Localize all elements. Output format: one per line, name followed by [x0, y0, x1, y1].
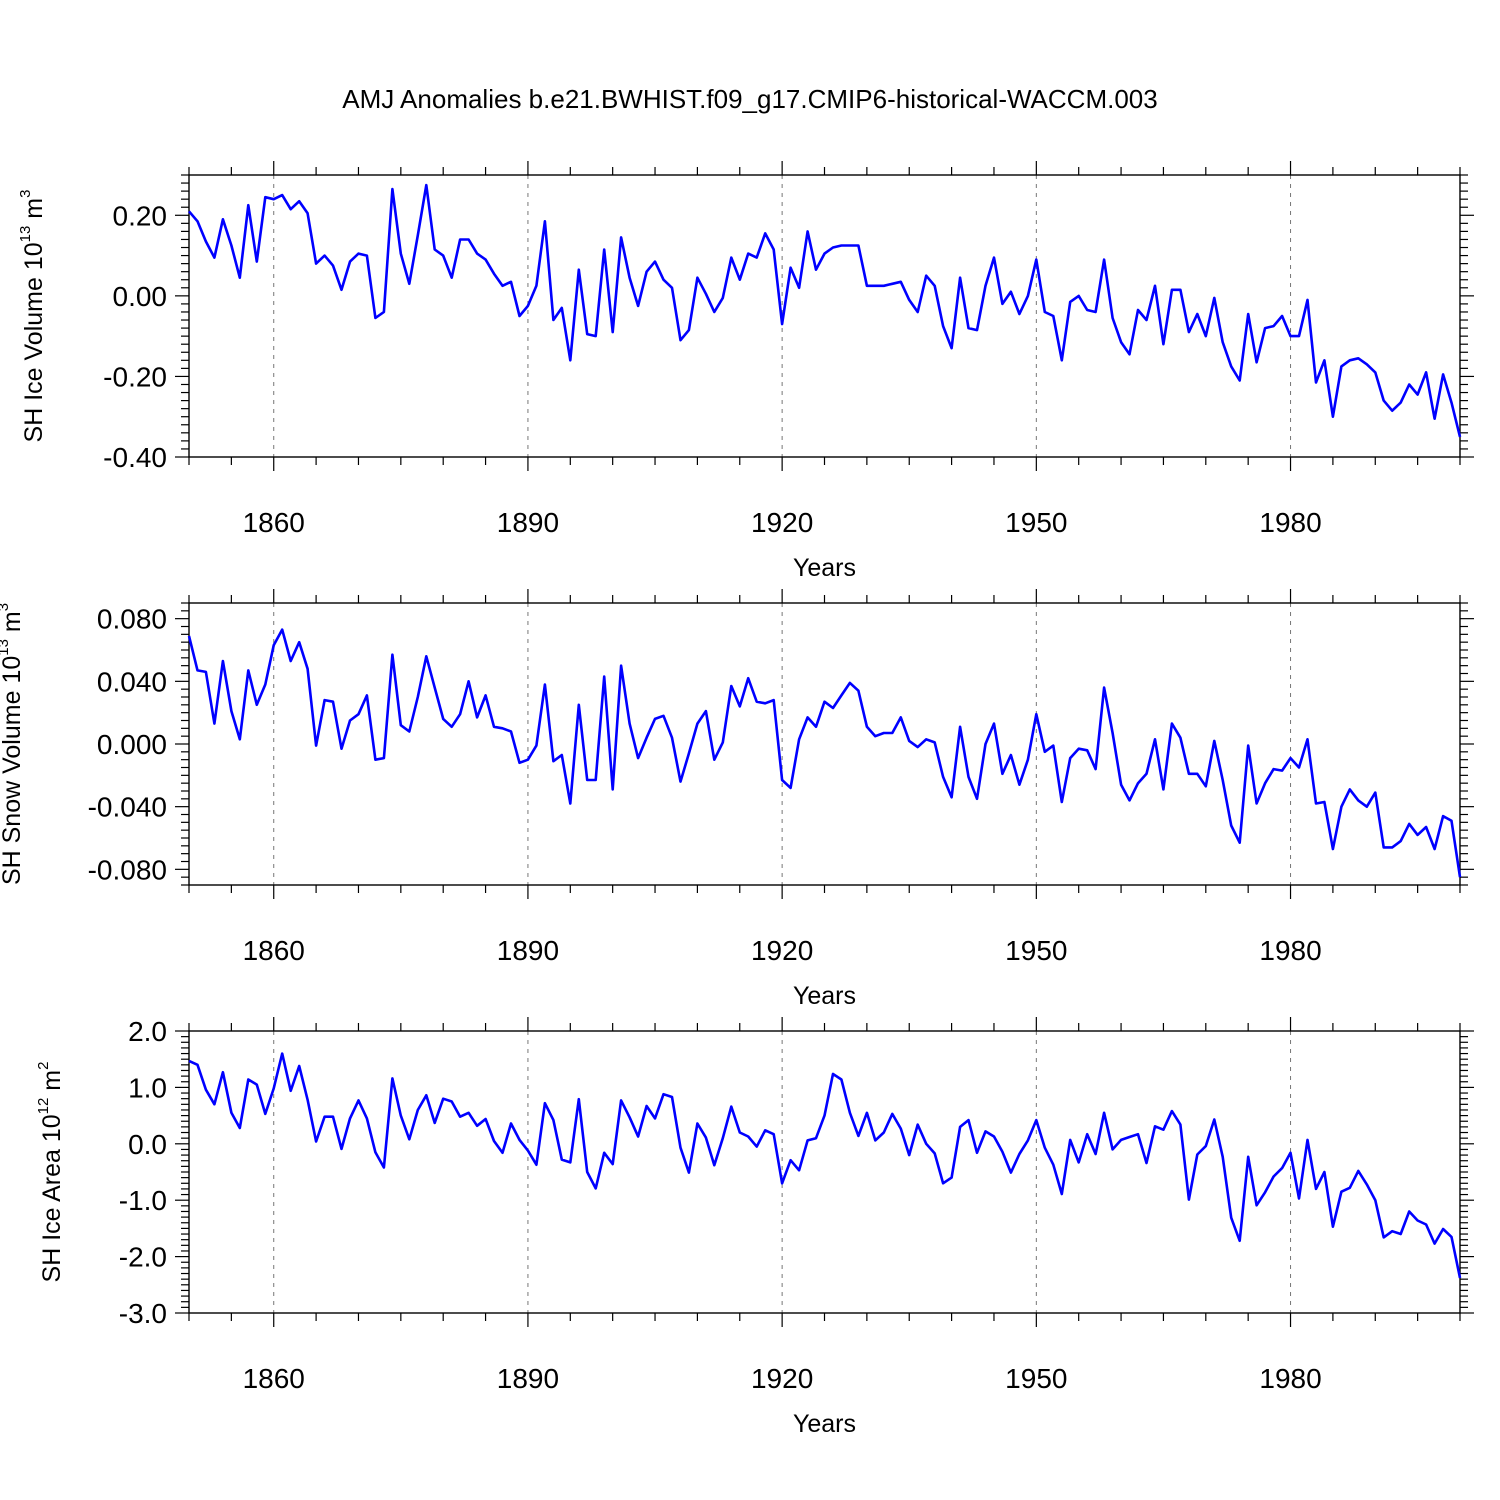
y-tick-label: 0.20: [113, 200, 168, 231]
panel-ice-area: -3.0 -2.0 -1.0 0.0 1.0 2.0 1860 1890 1920 1950 198…: [35, 1016, 1474, 1438]
series-line: [187, 628, 1462, 878]
y-tick-label: 0.040: [97, 666, 167, 697]
x-axis-title: Years: [793, 982, 856, 1010]
y-tick-label: -0.080: [88, 854, 167, 885]
x-tick-label: 1890: [497, 935, 559, 966]
plot-frame: [188, 602, 1461, 886]
y-tick-label: -0.20: [103, 361, 167, 392]
x-tick-label: 1860: [243, 935, 305, 966]
x-tick-label: 1920: [751, 935, 813, 966]
y-tick-label: 0.080: [97, 604, 167, 635]
y-tick-label: -0.40: [103, 442, 167, 473]
y-axis-title: SH Ice Volume 1013 m3: [17, 190, 48, 443]
series-line: [188, 1052, 1462, 1279]
x-tick-label: 1950: [1005, 507, 1067, 538]
y-tick-label: 2.0: [128, 1016, 167, 1047]
x-tick-label: 1920: [751, 507, 813, 538]
x-axis-title: Years: [793, 554, 856, 582]
x-axis-title: Years: [793, 1410, 856, 1438]
y-tick-label: 0.000: [97, 729, 167, 760]
y-tick-label: -2.0: [119, 1242, 167, 1273]
y-tick-label: -3.0: [119, 1298, 167, 1329]
x-tick-label: 1950: [1005, 935, 1067, 966]
y-tick-label: -1.0: [119, 1185, 167, 1216]
x-tick-label: 1890: [497, 507, 559, 538]
y-tick-label: 1.0: [128, 1072, 167, 1103]
x-tick-label: 1860: [243, 507, 305, 538]
y-axis-title: SH Ice Area 1012 m2: [35, 1062, 66, 1283]
y-tick-label: 0.00: [113, 281, 168, 312]
y-tick-label: -0.040: [88, 792, 167, 823]
x-tick-label: 1920: [751, 1363, 813, 1394]
plot-frame: [188, 1030, 1461, 1314]
panel-ice-volume: -0.40 -0.20 0.00 0.20 1860 1890 1920 1950 1980 Ye…: [17, 161, 1474, 582]
y-tick-label: 0.0: [128, 1129, 167, 1160]
y-axis-title: SH Snow Volume 1013 m3: [0, 603, 26, 885]
x-tick-label: 1950: [1005, 1363, 1067, 1394]
x-tick-label: 1860: [243, 1363, 305, 1394]
chart-title: AMJ Anomalies b.e21.BWHIST.f09_g17.CMIP6…: [342, 84, 1158, 114]
panel-snow-volume: -0.080 -0.040 0.000 0.040 0.080 1860 1890 1920 1…: [0, 589, 1474, 1010]
series-line: [188, 183, 1462, 438]
x-tick-label: 1980: [1259, 935, 1321, 966]
x-tick-label: 1980: [1259, 1363, 1321, 1394]
x-tick-label: 1890: [497, 1363, 559, 1394]
x-tick-label: 1980: [1259, 507, 1321, 538]
